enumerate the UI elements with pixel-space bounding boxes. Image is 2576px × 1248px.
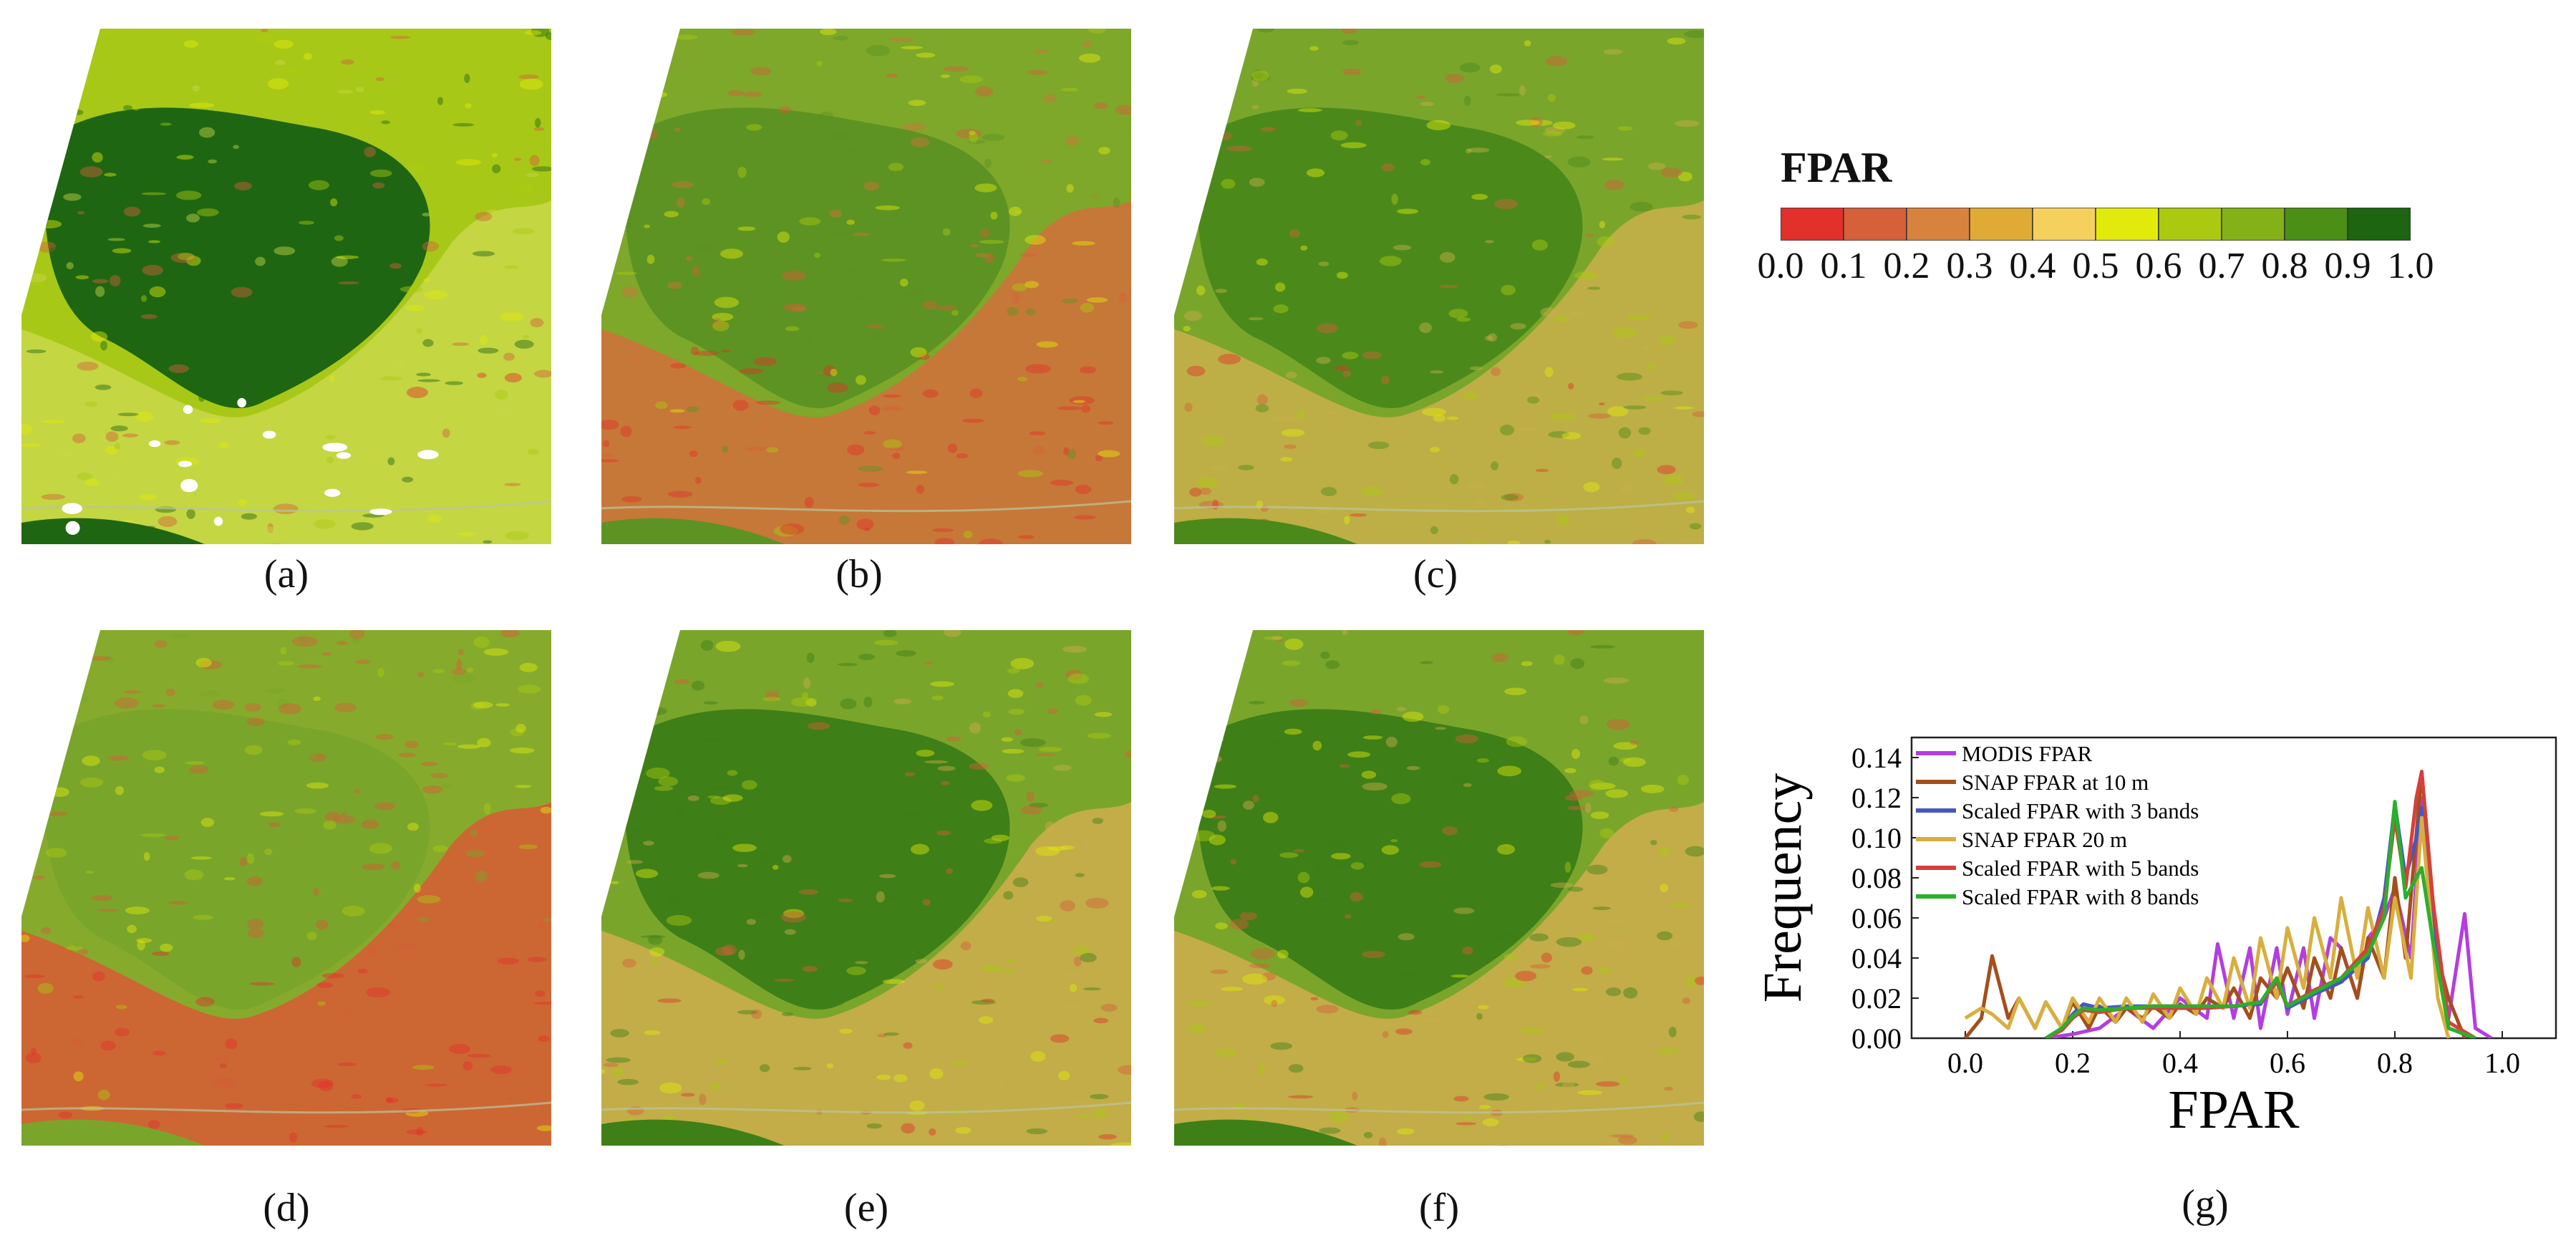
map-panel-b [601,29,1131,544]
legend-label: MODIS FPAR [1962,741,2093,766]
y-tick-label: 0.10 [1851,822,1902,854]
x-tick-label: 0.4 [2162,1047,2198,1079]
colorbar-swatch [2158,208,2222,241]
map-panel-c [1174,29,1704,544]
series-line-5 [2045,800,2476,1038]
caption-c: (c) [1413,552,1458,596]
y-tick-label: 0.14 [1851,742,1902,774]
series-line-3 [1964,816,2451,1038]
colorbar-swatch [2284,208,2348,241]
colorbar-tick-label: 0.4 [2009,246,2056,286]
colorbar-swatch [2347,208,2411,241]
caption-e: (e) [843,1186,889,1230]
colorbar-title: FPAR [1781,144,1892,191]
plot-frame [1910,736,2557,1040]
colorbar-swatch [2095,208,2159,241]
colorbar-swatch [2032,208,2096,241]
x-tick-label: 0.8 [2377,1047,2413,1079]
caption-a: (a) [263,552,309,596]
colorbar-swatch [1781,208,1844,241]
legend-label: Scaled FPAR with 8 bands [1962,884,2199,909]
caption-d: (d) [263,1186,310,1230]
map-panel-f [1174,630,1704,1146]
map-panel-d [21,630,551,1146]
colorbar-tick-label: 0.8 [2261,246,2308,286]
x-axis-label: FPAR [2168,1080,2299,1140]
colorbar [1781,208,2411,241]
colorbar-swatch [1969,208,2033,241]
legend-label: Scaled FPAR with 5 bands [1962,856,2199,881]
y-tick-label: 0.12 [1851,782,1902,814]
x-tick-label: 0.6 [2270,1047,2305,1079]
colorbar-swatch [2221,208,2285,241]
colorbar-tick-label: 0.5 [2072,246,2119,286]
map-panel-a [21,29,551,544]
colorbar-tick-label: 0.2 [1883,246,1930,286]
y-tick-label: 0.06 [1851,902,1902,934]
caption-f: (f) [1419,1186,1459,1230]
x-tick-label: 0.2 [2055,1047,2091,1079]
colorbar-tick-label: 1.0 [2387,246,2434,286]
y-tick-label: 0.04 [1851,942,1902,974]
colorbar-tick-label: 0.6 [2135,246,2182,286]
legend-label: Scaled FPAR with 3 bands [1962,798,2199,823]
y-tick-label: 0.00 [1851,1022,1902,1055]
legend-label: SNAP FPAR 20 m [1962,827,2127,852]
colorbar-swatch [1906,208,1970,241]
x-tick-label: 0.0 [1947,1047,1983,1079]
caption-g: (g) [2182,1182,2229,1227]
colorbar-tick-label: 0.0 [1757,246,1804,286]
y-axis-label: Frequency [1753,773,1813,1003]
frequency-chart: 0.0 0.2 0.4 0.6 0.8 1.0 0.00 0.02 0.04 0.06 0.08 0.… [1753,736,2557,1140]
colorbar-tick-label: 0.3 [1946,246,1993,286]
y-tick-label: 0.08 [1851,862,1902,894]
legend-label: SNAP FPAR at 10 m [1962,770,2149,795]
caption-b: (b) [836,552,883,596]
x-tick-label: 1.0 [2484,1047,2520,1079]
colorbar-tick-label: 0.7 [2198,246,2245,286]
colorbar-tick-label: 0.1 [1820,246,1867,286]
y-tick-label: 0.02 [1851,982,1902,1015]
colorbar-swatch [1843,208,1907,241]
map-panel-e [601,630,1131,1146]
colorbar-tick-label: 0.9 [2324,246,2371,286]
